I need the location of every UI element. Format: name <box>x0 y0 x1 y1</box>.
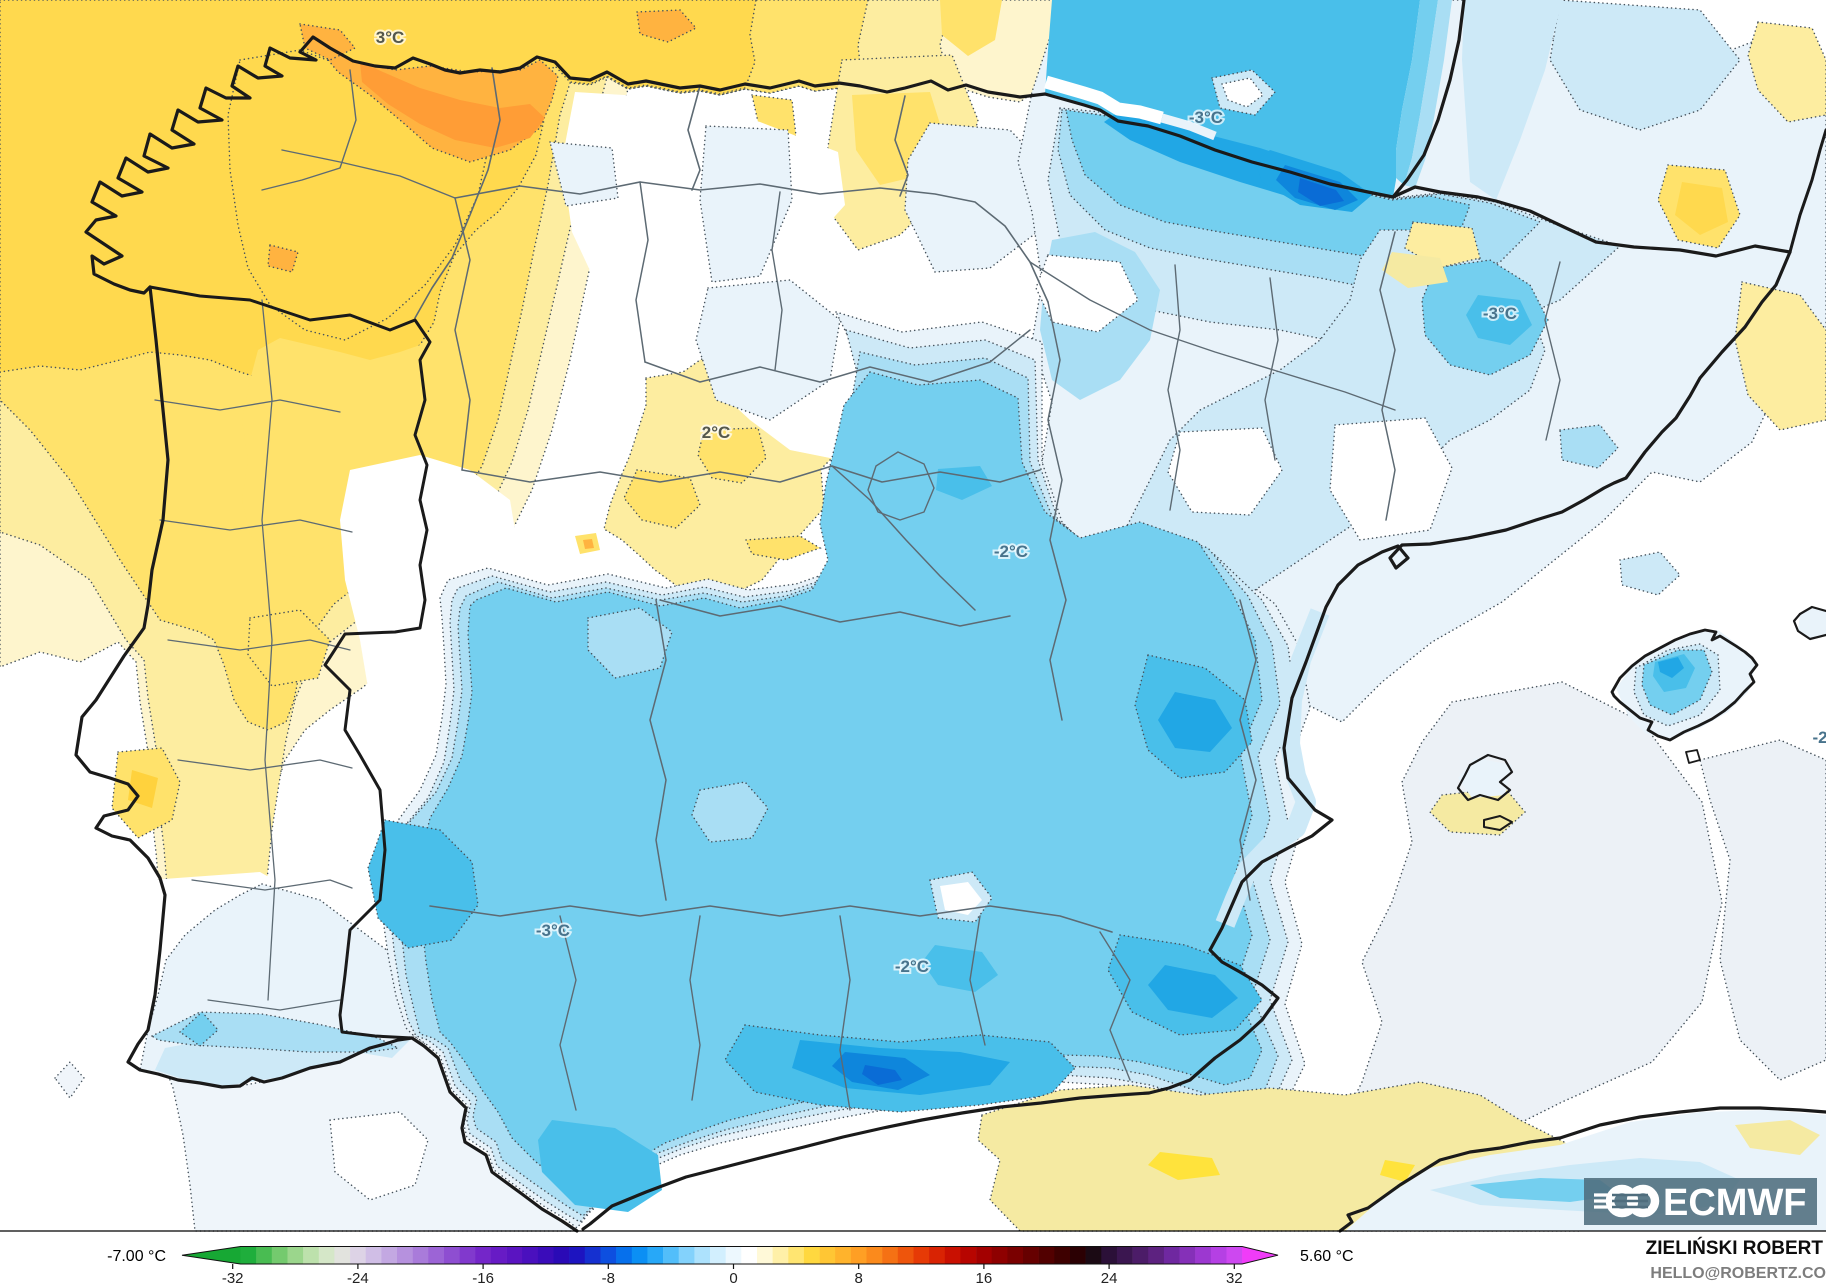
svg-text:-32: -32 <box>222 1270 244 1287</box>
svg-text:-16: -16 <box>472 1270 494 1287</box>
svg-text:HELLO@ROBERTZ.CO: HELLO@ROBERTZ.CO <box>1650 1265 1826 1282</box>
svg-text:-2: -2 <box>1812 728 1826 747</box>
svg-text:-7.00 °C: -7.00 °C <box>107 1248 166 1265</box>
svg-text:8: 8 <box>855 1270 863 1287</box>
svg-text:16: 16 <box>976 1270 993 1287</box>
svg-text:-3°C: -3°C <box>1189 108 1223 127</box>
svg-text:3°C: 3°C <box>376 28 405 47</box>
svg-text:-3°C: -3°C <box>536 921 570 940</box>
svg-text:-8: -8 <box>602 1270 615 1287</box>
svg-text:24: 24 <box>1101 1270 1118 1287</box>
svg-text:-2°C: -2°C <box>994 542 1028 561</box>
svg-text:ECMWF: ECMWF <box>1663 1182 1807 1224</box>
svg-text:ZIELIŃSKI ROBERT: ZIELIŃSKI ROBERT <box>1646 1237 1824 1259</box>
svg-text:-2°C: -2°C <box>895 957 929 976</box>
svg-text:-24: -24 <box>347 1270 369 1287</box>
svg-text:0: 0 <box>729 1270 737 1287</box>
svg-text:32: 32 <box>1226 1270 1243 1287</box>
svg-text:5.60 °C: 5.60 °C <box>1300 1248 1354 1265</box>
svg-text:-3°C: -3°C <box>1483 304 1517 323</box>
svg-text:2°C: 2°C <box>702 423 731 442</box>
